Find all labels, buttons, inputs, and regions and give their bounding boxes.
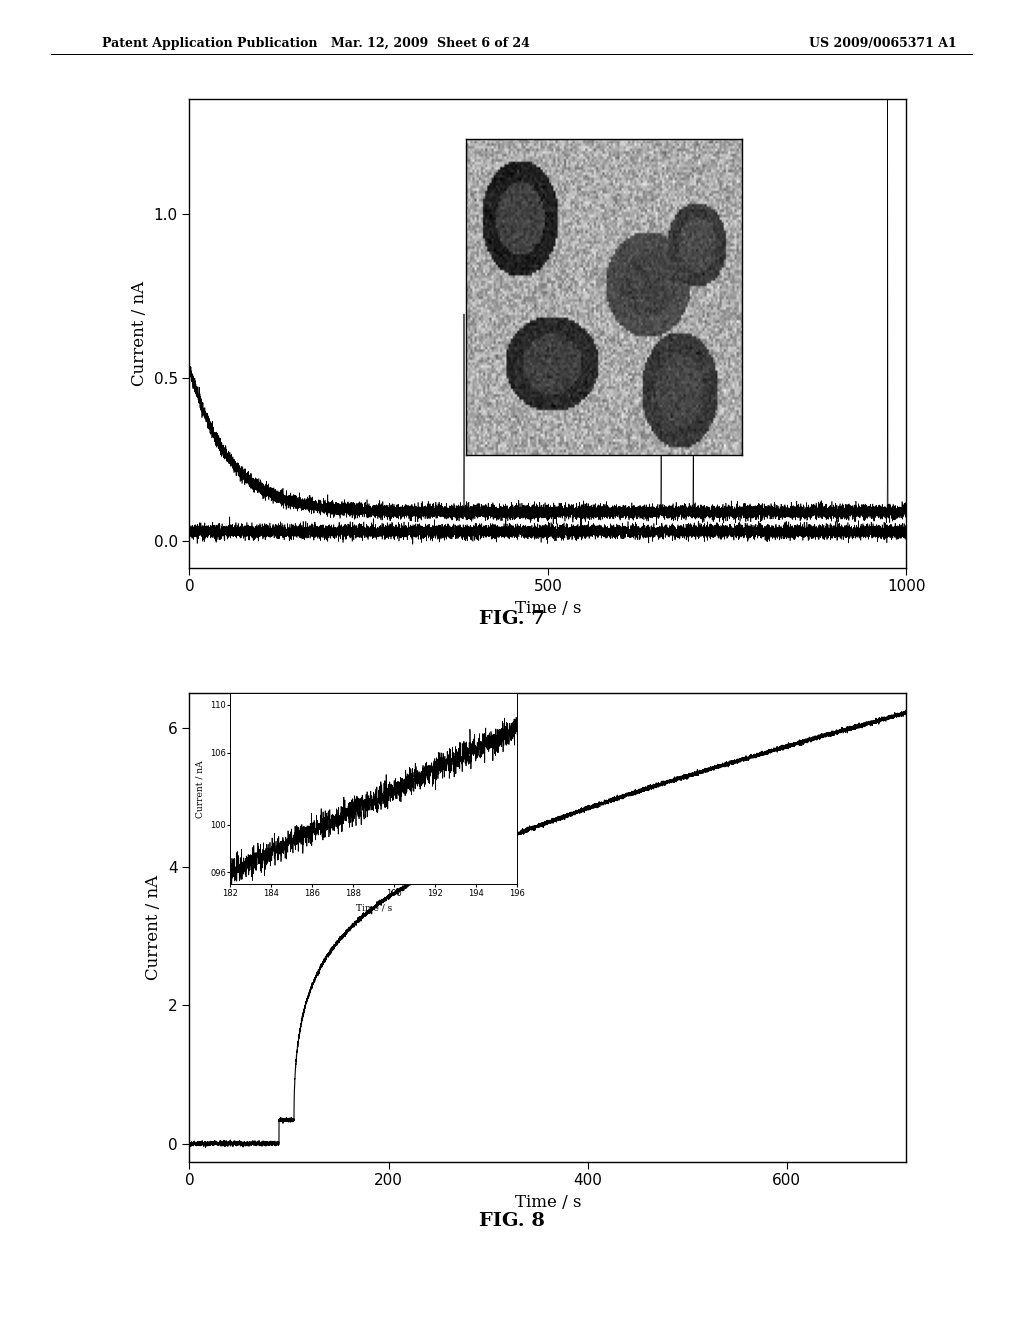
Text: US 2009/0065371 A1: US 2009/0065371 A1 bbox=[809, 37, 956, 50]
Text: Mar. 12, 2009  Sheet 6 of 24: Mar. 12, 2009 Sheet 6 of 24 bbox=[331, 37, 529, 50]
X-axis label: Time / s: Time / s bbox=[515, 1195, 581, 1210]
Text: FIG. 7: FIG. 7 bbox=[479, 610, 545, 628]
Text: FIG. 8: FIG. 8 bbox=[479, 1212, 545, 1230]
Y-axis label: Current / nA: Current / nA bbox=[145, 875, 163, 979]
X-axis label: Time / s: Time / s bbox=[515, 601, 581, 616]
Y-axis label: Current / nA: Current / nA bbox=[196, 760, 205, 817]
Text: Patent Application Publication: Patent Application Publication bbox=[102, 37, 317, 50]
X-axis label: Time / s: Time / s bbox=[355, 903, 392, 912]
Y-axis label: Current / nA: Current / nA bbox=[131, 281, 147, 385]
